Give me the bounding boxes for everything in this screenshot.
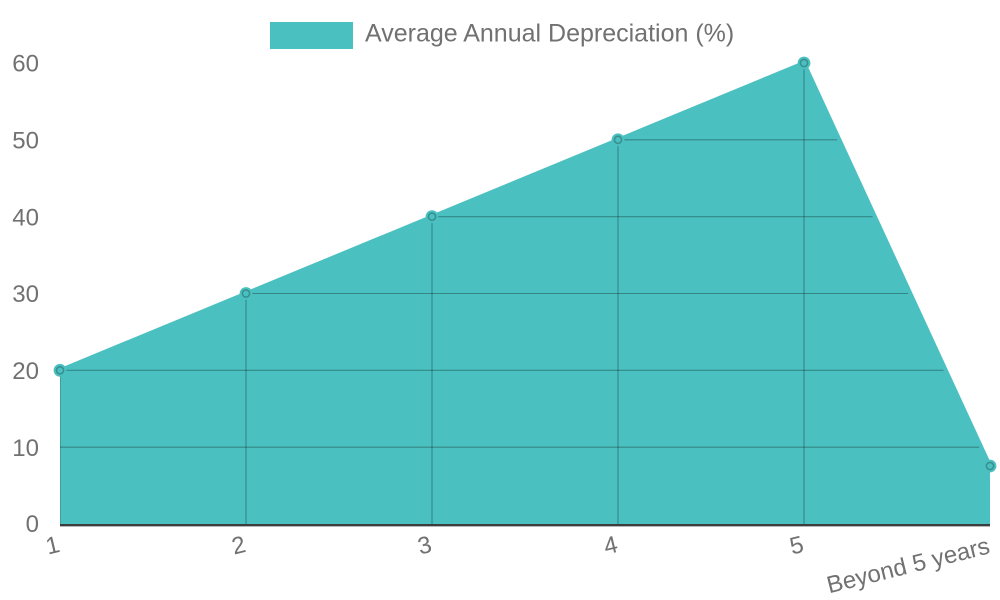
svg-text:60: 60 — [12, 51, 39, 78]
svg-text:50: 50 — [12, 128, 39, 155]
svg-text:3: 3 — [415, 531, 434, 560]
svg-text:Beyond 5 years: Beyond 5 years — [824, 533, 992, 600]
svg-text:5: 5 — [787, 531, 806, 560]
svg-text:30: 30 — [12, 281, 39, 308]
svg-text:1: 1 — [43, 531, 62, 560]
svg-text:Average Annual Depreciation (%: Average Annual Depreciation (%) — [365, 20, 734, 48]
svg-text:10: 10 — [12, 435, 39, 462]
svg-text:2: 2 — [229, 531, 248, 560]
svg-text:0: 0 — [26, 511, 39, 538]
svg-text:4: 4 — [601, 531, 620, 560]
svg-text:40: 40 — [12, 204, 39, 231]
svg-text:20: 20 — [12, 358, 39, 385]
